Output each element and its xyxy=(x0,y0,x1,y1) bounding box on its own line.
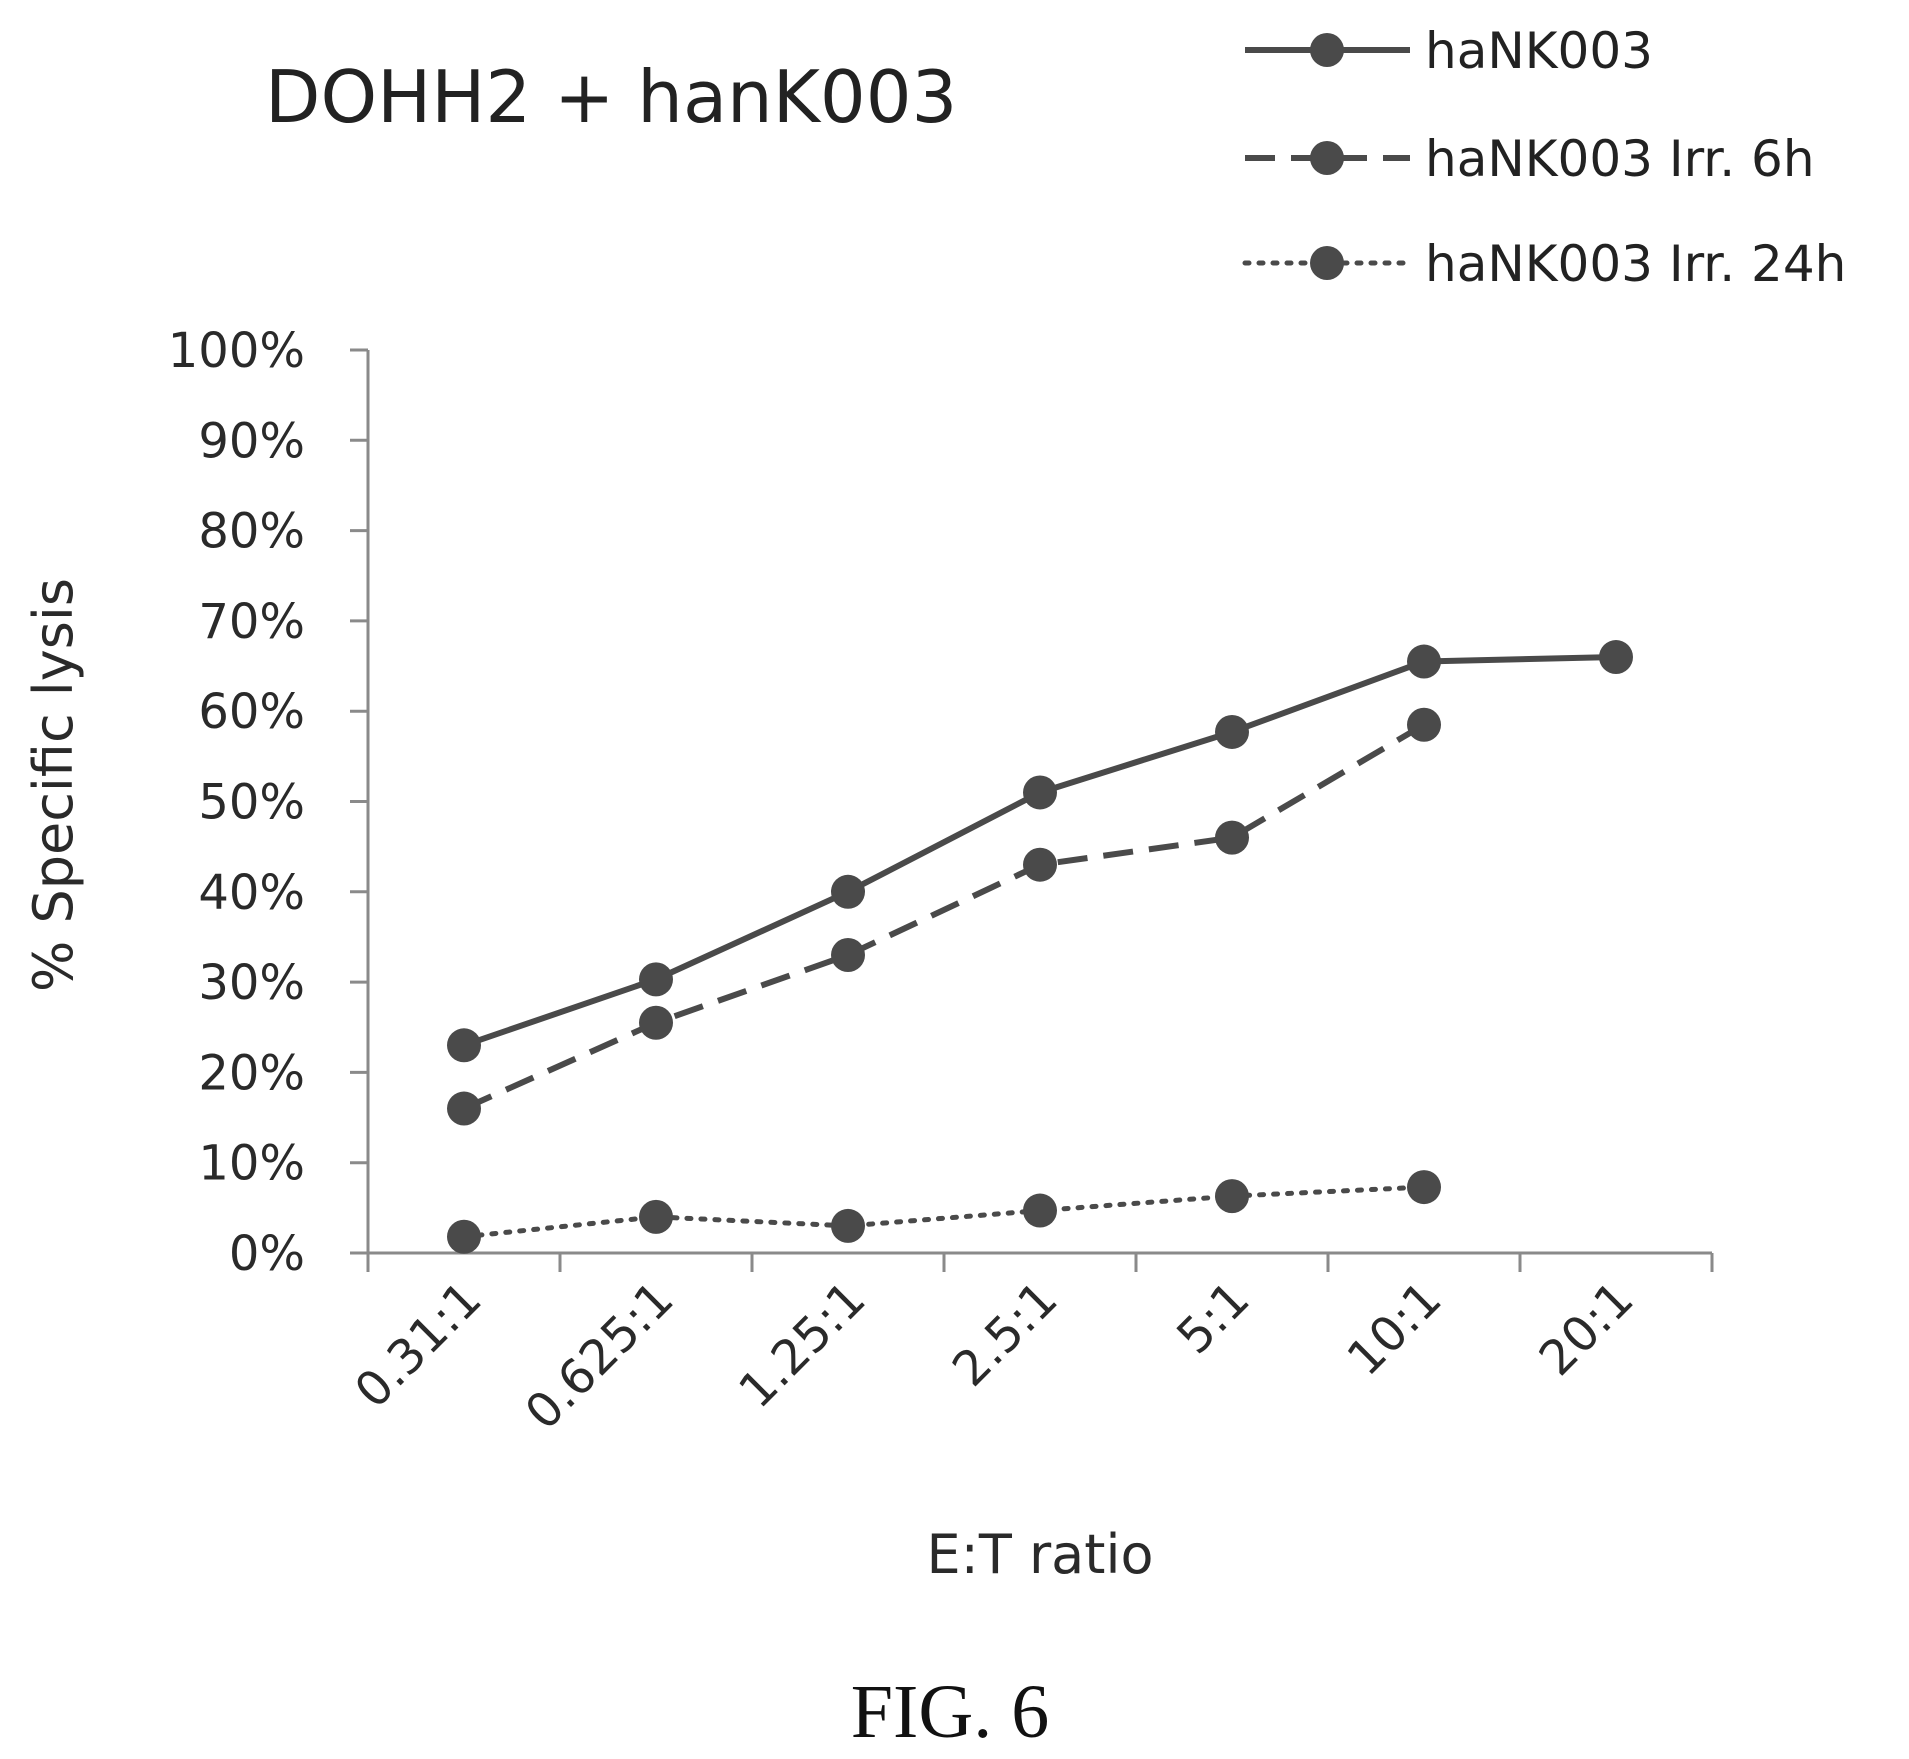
data-point xyxy=(1599,640,1633,675)
data-point xyxy=(831,1208,865,1243)
data-point xyxy=(447,1091,481,1126)
series-1 xyxy=(447,640,1633,1063)
y-tick-label: 20% xyxy=(198,1045,305,1101)
data-point xyxy=(1215,714,1249,749)
legend-label: haNK003 xyxy=(1425,22,1653,80)
series-line xyxy=(462,722,1426,1112)
series-2 xyxy=(447,707,1441,1126)
y-tick-label: 0% xyxy=(229,1226,305,1282)
y-tick-label: 100% xyxy=(168,323,305,379)
legend-marker xyxy=(1310,141,1344,175)
data-point xyxy=(1407,1170,1441,1205)
y-tick-label: 60% xyxy=(198,684,305,740)
x-axis-label: E:T ratio xyxy=(927,1523,1154,1586)
data-point xyxy=(639,1199,673,1234)
data-point xyxy=(831,874,865,909)
x-tick-label: 20:1 xyxy=(1529,1271,1645,1387)
data-point xyxy=(1023,847,1057,882)
data-point xyxy=(831,938,865,973)
x-tick-label: 0.625:1 xyxy=(515,1271,685,1441)
data-point xyxy=(1407,644,1441,679)
data-point xyxy=(639,1005,673,1040)
y-tick-label: 40% xyxy=(198,865,305,921)
series-3 xyxy=(447,1170,1441,1254)
y-tick-label: 30% xyxy=(198,955,305,1011)
x-tick-label: 1.25:1 xyxy=(728,1271,876,1419)
legend-marker xyxy=(1310,246,1344,280)
data-point xyxy=(1407,707,1441,742)
chart-title: DOHH2 + hanK003 xyxy=(265,55,957,139)
x-tick-label: 5:1 xyxy=(1166,1271,1260,1365)
y-axis-label: % Specific lysis xyxy=(22,578,85,992)
series-line xyxy=(461,1184,1427,1240)
data-point xyxy=(1023,775,1057,810)
legend-item-1: haNK003 xyxy=(1245,22,1653,80)
figure-caption: FIG. 6 xyxy=(851,1670,1049,1754)
series-layer xyxy=(447,640,1633,1254)
legend-item-3: haNK003 Irr. 24h xyxy=(1242,235,1846,293)
y-tick-label: 10% xyxy=(198,1136,305,1192)
x-tick-label: 10:1 xyxy=(1337,1271,1453,1387)
y-axis: 0% 10% 20% 30% 40% 50% 60% 70% 80% 90% 100% xyxy=(168,323,370,1282)
data-point xyxy=(1215,820,1249,855)
data-point xyxy=(447,1219,481,1254)
y-tick-label: 80% xyxy=(198,504,305,560)
data-point xyxy=(1215,1179,1249,1214)
x-axis: 0.31:1 0.625:1 1.25:1 2.5:1 5:1 10:1 20:1 xyxy=(344,1251,1714,1441)
y-tick-label: 90% xyxy=(198,413,305,469)
y-tick-label: 50% xyxy=(198,775,305,831)
legend-marker xyxy=(1310,33,1344,67)
data-point xyxy=(1023,1193,1057,1228)
data-point xyxy=(447,1028,481,1063)
legend-item-2: haNK003 Irr. 6h xyxy=(1245,130,1815,188)
legend: haNK003 haNK003 Irr. 6h haNK003 Irr. 24h xyxy=(1242,22,1846,293)
y-tick-label: 70% xyxy=(198,594,305,650)
data-point xyxy=(639,962,673,997)
x-tick-label: 0.31:1 xyxy=(344,1271,492,1419)
x-tick-label: 2.5:1 xyxy=(942,1271,1069,1398)
legend-label: haNK003 Irr. 6h xyxy=(1425,130,1815,188)
legend-label: haNK003 Irr. 24h xyxy=(1425,235,1846,293)
